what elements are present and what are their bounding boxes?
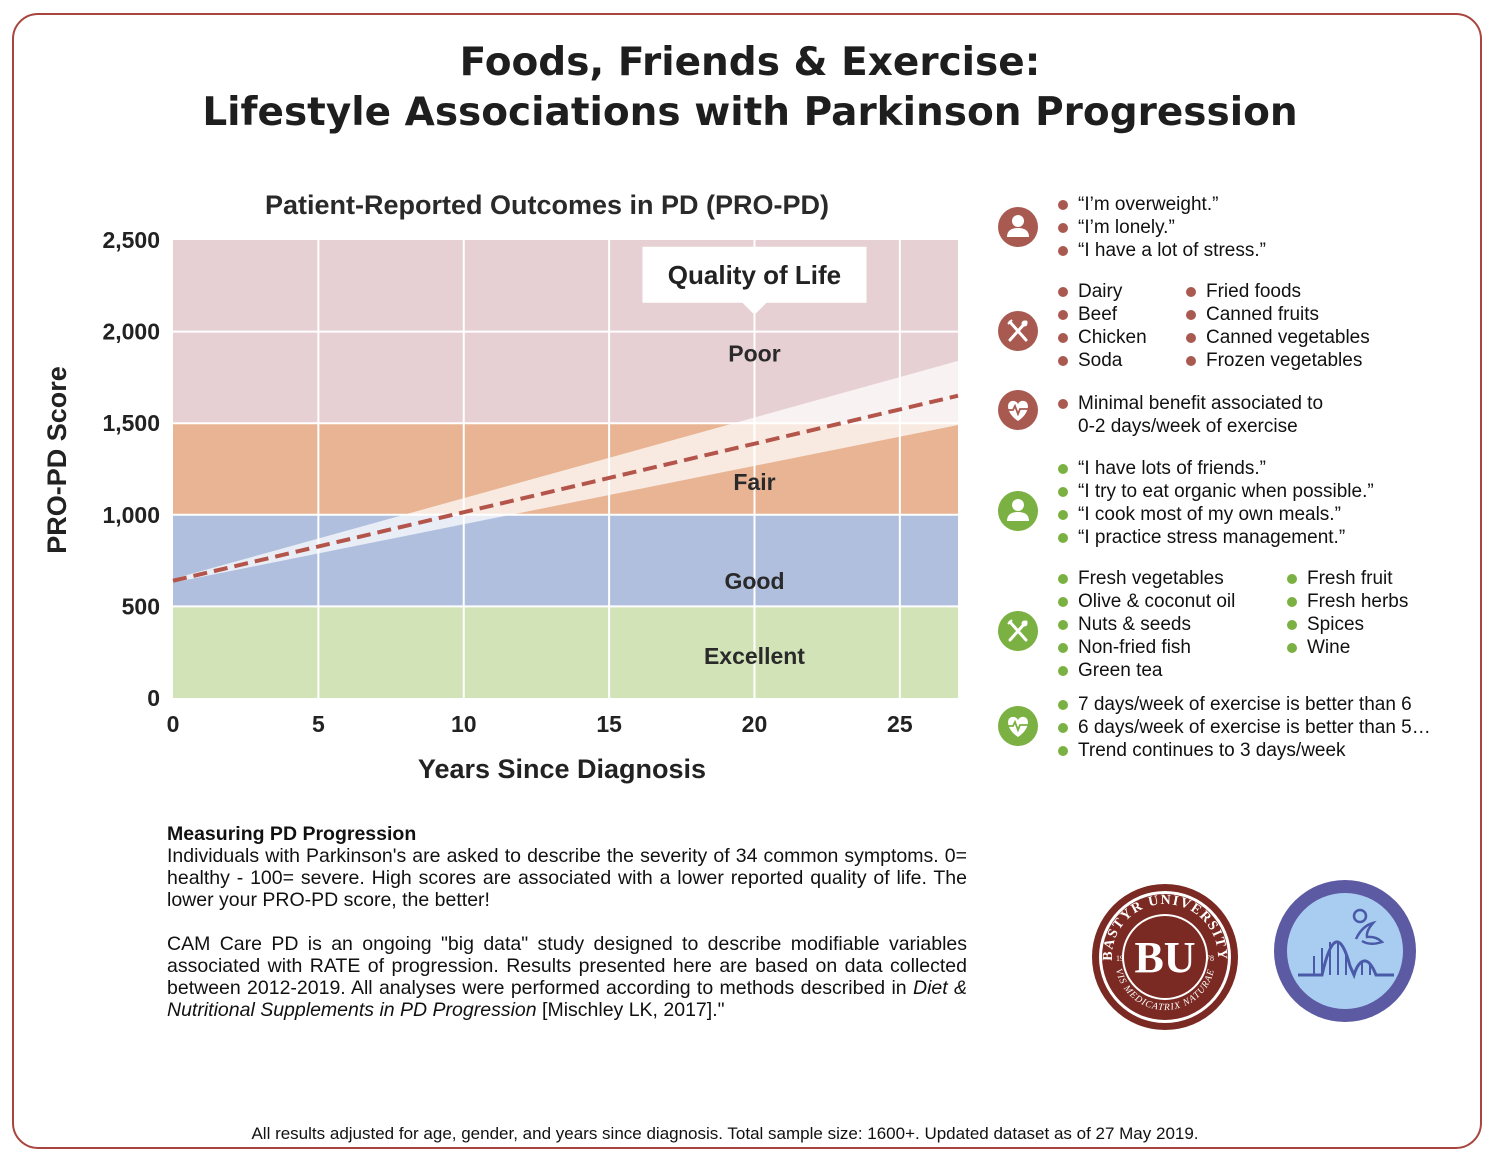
svg-text:BU: BU — [1134, 933, 1195, 982]
x-tick-label: 10 — [451, 711, 477, 737]
benefit-exercise-list: 7 days/week of exercise is better than 6… — [1058, 693, 1431, 762]
quality-callout-label: Quality of Life — [668, 260, 841, 290]
list-item: Canned vegetables — [1186, 326, 1370, 349]
person-icon — [998, 491, 1038, 531]
x-tick-label: 20 — [742, 711, 768, 737]
chart-title: Patient-Reported Outcomes in PD (PRO-PD) — [265, 190, 829, 220]
list-item: Minimal benefit associated to — [1058, 392, 1323, 415]
list-item: Fresh fruit — [1287, 567, 1408, 590]
list-item: 6 days/week of exercise is better than 5… — [1058, 716, 1431, 739]
band-label-good: Good — [724, 568, 784, 594]
list-item: Soda — [1058, 349, 1147, 372]
list-item: Dairy — [1058, 280, 1147, 303]
list-item: 7 days/week of exercise is better than 6 — [1058, 693, 1431, 716]
list-item-continued: 0-2 days/week of exercise — [1078, 416, 1298, 437]
heart-pulse-icon — [998, 390, 1038, 430]
y-tick-label: 1,000 — [102, 502, 160, 528]
footer-note: All results adjusted for age, gender, an… — [251, 1124, 1199, 1143]
note-paragraph-1: Individuals with Parkinson's are asked t… — [167, 845, 967, 911]
band-label-fair: Fair — [733, 469, 775, 495]
band-excellent — [173, 606, 958, 698]
list-item: Fresh vegetables — [1058, 567, 1235, 590]
y-tick-label: 500 — [122, 593, 160, 619]
list-item: Wine — [1287, 636, 1408, 659]
y-tick-label: 2,000 — [102, 319, 160, 345]
list-item: Non-fried fish — [1058, 636, 1235, 659]
fork-knife-icon — [998, 311, 1038, 351]
list-item: Beef — [1058, 303, 1147, 326]
list-item: Chicken — [1058, 326, 1147, 349]
note-paragraph-2: CAM Care PD is an ongoing "big data" stu… — [167, 933, 967, 1021]
quality-callout-box — [642, 246, 867, 315]
trend-line — [172, 393, 959, 583]
x-tick-label: 0 — [167, 711, 180, 737]
list-item: “I’m overweight.” — [1058, 193, 1266, 216]
note-heading: Measuring PD Progression — [167, 823, 417, 845]
risk-foods-list-left: Dairy Beef Chicken Soda — [1058, 280, 1147, 372]
risk-social-list: “I’m overweight.” “I’m lonely.” “I have … — [1058, 193, 1266, 262]
x-tick-label: 15 — [596, 711, 622, 737]
list-item: Spices — [1287, 613, 1408, 636]
benefit-foods-list-left: Fresh vegetables Olive & coconut oil Nut… — [1058, 567, 1235, 682]
cam-care-logo — [1274, 880, 1416, 1022]
page-title: Foods, Friends & Exercise: Lifestyle Ass… — [0, 38, 1500, 138]
list-item: “I have lots of friends.” — [1058, 457, 1374, 480]
fork-knife-icon — [998, 611, 1038, 651]
band-good — [173, 514, 958, 607]
list-item: “I practice stress management.” — [1058, 526, 1374, 549]
list-item: Canned fruits — [1186, 303, 1370, 326]
list-item: Fresh herbs — [1287, 590, 1408, 613]
benefit-foods-list-right: Fresh fruit Fresh herbs Spices Wine — [1287, 567, 1408, 659]
x-tick-label: 5 — [312, 711, 325, 737]
title-line-2: Lifestyle Associations with Parkinson Pr… — [202, 90, 1298, 135]
svg-text:78: 78 — [1206, 954, 1214, 963]
page-frame — [12, 13, 1482, 1149]
risk-foods-list-right: Fried foods Canned fruits Canned vegetab… — [1186, 280, 1370, 372]
list-item: “I try to eat organic when possible.” — [1058, 480, 1374, 503]
y-tick-label: 0 — [147, 685, 160, 711]
citation-title: Diet & Nutritional Supplements in PD Pro… — [167, 977, 967, 1021]
list-item: “I have a lot of stress.” — [1058, 239, 1266, 262]
list-item: Fried foods — [1186, 280, 1370, 303]
list-item: Trend continues to 3 days/week — [1058, 739, 1431, 762]
y-axis-label: PRO-PD Score — [42, 366, 72, 554]
list-item: “I’m lonely.” — [1058, 216, 1266, 239]
y-tick-label: 2,500 — [102, 227, 160, 253]
title-line-1: Foods, Friends & Exercise: — [459, 40, 1041, 85]
svg-text:19: 19 — [1116, 954, 1124, 963]
band-label-poor: Poor — [728, 341, 780, 367]
university-seal-logo: BASTYR UNIVERSITY VIS MEDICATRIX NATURAE… — [1092, 884, 1238, 1030]
list-item: Olive & coconut oil — [1058, 590, 1235, 613]
list-item: “I cook most of my own meals.” — [1058, 503, 1374, 526]
list-item: Green tea — [1058, 659, 1235, 682]
pro-pd-chart: Excellent Good Fair Poor Quality of Life 0 500… — [42, 190, 959, 784]
x-tick-label: 25 — [887, 711, 913, 737]
y-tick-label: 1,500 — [102, 410, 160, 436]
confidence-band — [173, 360, 958, 583]
person-icon — [998, 207, 1038, 247]
x-axis-label: Years Since Diagnosis — [418, 754, 706, 784]
band-label-excellent: Excellent — [704, 643, 805, 669]
benefit-social-list: “I have lots of friends.” “I try to eat … — [1058, 457, 1374, 549]
list-item: Nuts & seeds — [1058, 613, 1235, 636]
heart-pulse-icon — [998, 706, 1038, 746]
risk-exercise-note: Minimal benefit associated to 0-2 days/w… — [1058, 392, 1323, 438]
list-item: Frozen vegetables — [1186, 349, 1370, 372]
measuring-note: Measuring PD Progression Individuals wit… — [167, 823, 967, 1021]
